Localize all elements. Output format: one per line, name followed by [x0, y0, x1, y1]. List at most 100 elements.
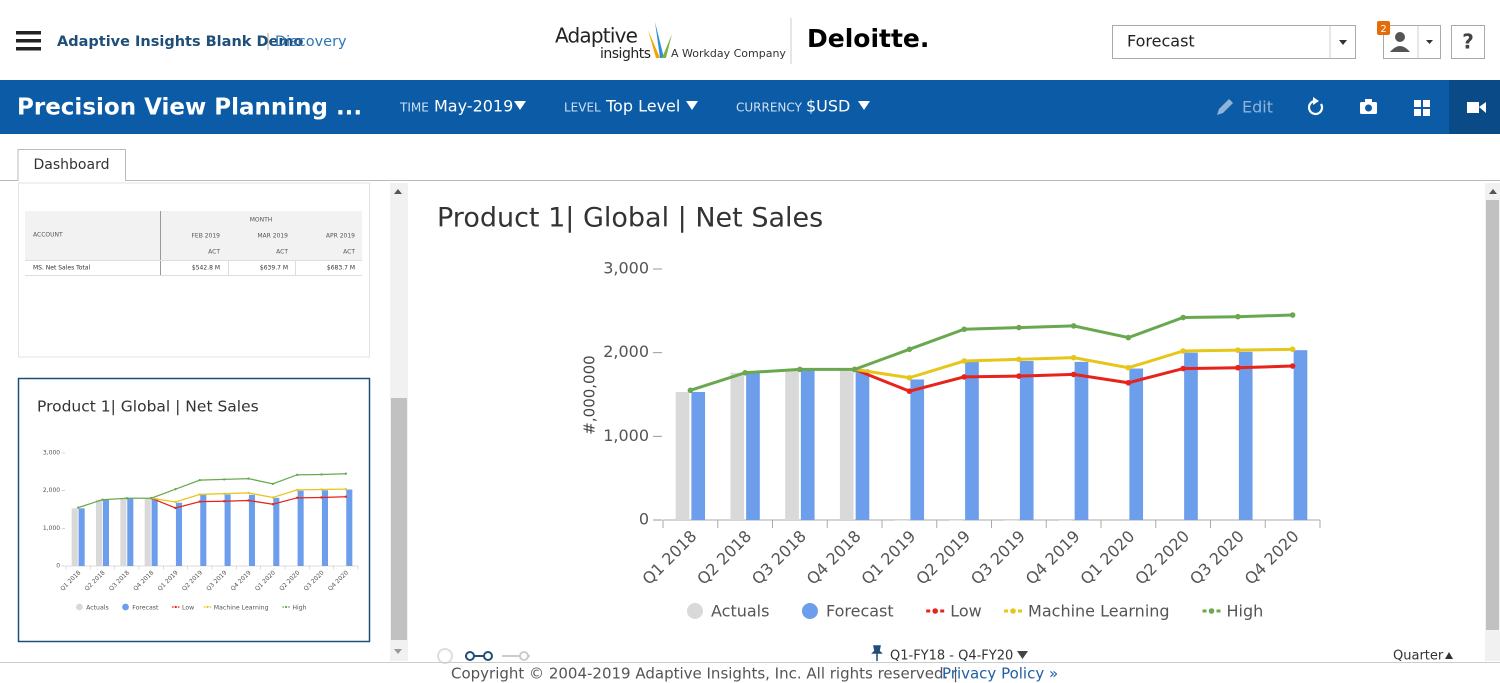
help-button[interactable]: ? [1451, 25, 1485, 59]
scroll-up[interactable] [1489, 189, 1497, 194]
x-tick-label: Q3 2018 [748, 527, 810, 589]
bar [224, 494, 231, 566]
legend-label: Actuals [86, 604, 109, 611]
x-tick-label: Q2 2019 [912, 527, 974, 589]
y-tick-label: 2,000 [603, 342, 649, 361]
point [344, 487, 348, 491]
table-header: ACCOUNT [33, 232, 63, 239]
point [1180, 314, 1186, 321]
legend-item[interactable]: Actuals [76, 603, 109, 612]
bar [297, 490, 304, 566]
privacy-link[interactable]: Privacy Policy » [942, 665, 1058, 683]
x-tick-label: Q1 2020 [1076, 527, 1138, 589]
point [271, 496, 275, 499]
point [1125, 334, 1132, 341]
legend-label: Forecast [826, 602, 894, 621]
point [961, 326, 967, 333]
legend-item[interactable]: Machine Learning [1004, 602, 1170, 621]
line [77, 473, 346, 509]
point [797, 366, 803, 373]
period-selector[interactable]: Quarter [1393, 649, 1453, 664]
thumbnail-table: MONTH ACCOUNT FEB 2019 MAR 2019 APR 2019… [25, 211, 362, 276]
version-value: Forecast [1127, 32, 1195, 51]
x-tick-label: Q2 2018 [693, 527, 755, 589]
legend-item[interactable]: Low [926, 602, 982, 621]
chart-title: Product 1| Global | Net Sales [437, 203, 823, 234]
legend-swatch [122, 603, 129, 611]
refresh-button[interactable] [1307, 97, 1324, 116]
point [125, 497, 129, 500]
chart-widget[interactable] [17, 377, 371, 643]
legend-swatch [932, 608, 938, 614]
tab[interactable] [17, 149, 126, 182]
point [1180, 365, 1186, 372]
point [1180, 348, 1186, 354]
legend-item[interactable]: Machine Learning [203, 604, 269, 611]
bar [120, 498, 127, 566]
point [906, 346, 913, 353]
partner-logo: Deloitte. [807, 24, 929, 53]
bar [78, 508, 85, 566]
menu-button[interactable] [16, 31, 41, 51]
bar [175, 502, 183, 566]
point [1125, 379, 1132, 386]
user-button[interactable] [1383, 25, 1441, 59]
point [1070, 323, 1077, 329]
dashboard-title: Precision View Planning ... [17, 95, 362, 121]
legend-label: Actuals [711, 602, 769, 621]
bar [965, 361, 979, 520]
scroll-thumb[interactable] [391, 398, 407, 640]
bar [200, 494, 207, 566]
bar [71, 508, 78, 566]
legend-item[interactable]: Forecast [801, 602, 894, 621]
currency-filter[interactable]: CURRENCY $USD [736, 97, 870, 116]
point [1016, 324, 1022, 331]
point [1289, 346, 1296, 353]
legend-item[interactable]: Actuals [687, 602, 769, 621]
legend-item[interactable]: Forecast [122, 603, 159, 612]
y-tick-label: 0 [56, 563, 60, 570]
section-link[interactable]: Discovery [275, 34, 347, 50]
x-tick-label: Q2 2020 [1131, 527, 1193, 589]
legend-item[interactable]: Low [171, 604, 194, 611]
layout-button[interactable] [1414, 100, 1430, 116]
scroll-down[interactable] [394, 649, 402, 654]
snapshot-button[interactable] [1360, 99, 1377, 114]
notification-badge [1377, 21, 1390, 35]
point [247, 477, 250, 480]
bar [839, 369, 854, 520]
presentation-button[interactable] [1449, 80, 1500, 134]
point [961, 374, 967, 380]
range-selector[interactable]: Q1-FY18 - Q4-FY20 [871, 645, 1028, 664]
help-label: ? [1462, 30, 1474, 54]
table-header: MONTH [250, 217, 273, 224]
table-cell: $542.8 M [192, 265, 220, 272]
level-filter[interactable]: LEVEL Top Level [564, 97, 698, 116]
legend-label: Machine Learning [214, 604, 269, 611]
point [1070, 354, 1077, 361]
time-filter[interactable]: TIME May-2019 [399, 97, 526, 116]
point [906, 388, 913, 394]
legend-label: Low [182, 604, 194, 611]
legend-item[interactable]: High [282, 604, 307, 611]
scroll-thumb[interactable] [1486, 200, 1499, 630]
x-tick-label: Q4 2018 [803, 527, 865, 589]
bar [800, 369, 815, 520]
slider-controls[interactable] [437, 648, 530, 664]
legend-swatch [1208, 608, 1215, 614]
bar [102, 499, 110, 566]
point [174, 500, 177, 504]
point [271, 503, 275, 506]
y-tick-label: 0 [639, 510, 649, 529]
legend-item[interactable]: High [1202, 602, 1264, 621]
version-select[interactable]: Forecast [1112, 25, 1356, 59]
app-name: Adaptive Insights Blank Demo [57, 34, 303, 50]
x-tick-label: Q3 2019 [967, 527, 1029, 589]
scroll-up[interactable] [394, 189, 402, 194]
bar [346, 489, 353, 566]
table-cell: $683.7 M [327, 265, 355, 272]
table-subheader: ACT [208, 249, 220, 256]
edit-button[interactable]: Edit [1217, 98, 1273, 117]
point [198, 478, 202, 482]
